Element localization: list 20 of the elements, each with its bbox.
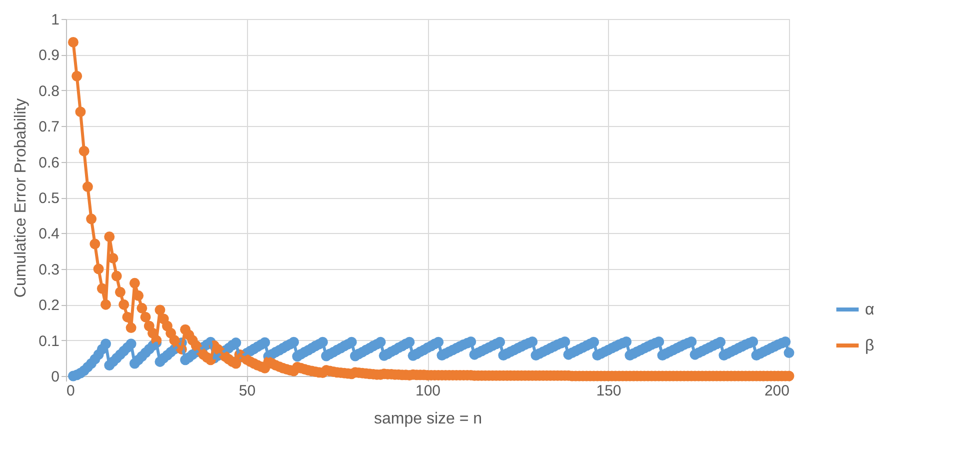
x-axis-title: sampe size = n	[374, 410, 482, 428]
x-tick-label: 200	[764, 382, 790, 400]
x-tick-label: 50	[238, 382, 256, 400]
x-tick-label: 0	[66, 382, 75, 400]
y-tick-label: 0	[51, 368, 60, 386]
y-tick-label: 0.1	[38, 332, 60, 350]
y-tick-label: 0.9	[38, 47, 60, 64]
y-axis-title: Cumulatice Error Probability	[12, 98, 30, 298]
y-tick-label: 0.4	[38, 226, 60, 243]
x-tick-label: 150	[596, 382, 622, 400]
legend-label: α	[865, 302, 874, 319]
legend-label: β	[865, 338, 874, 355]
y-tick-label: 0.8	[38, 82, 60, 100]
x-tick-label: 100	[415, 382, 441, 400]
y-tick-label: 0.2	[38, 297, 60, 314]
y-tick-label: 0.5	[38, 190, 60, 207]
y-tick-label: 1	[51, 12, 60, 28]
y-tick-label: 0.6	[38, 154, 60, 172]
y-tick-label: 0.7	[38, 118, 60, 136]
y-tick-label: 0.3	[38, 261, 60, 278]
